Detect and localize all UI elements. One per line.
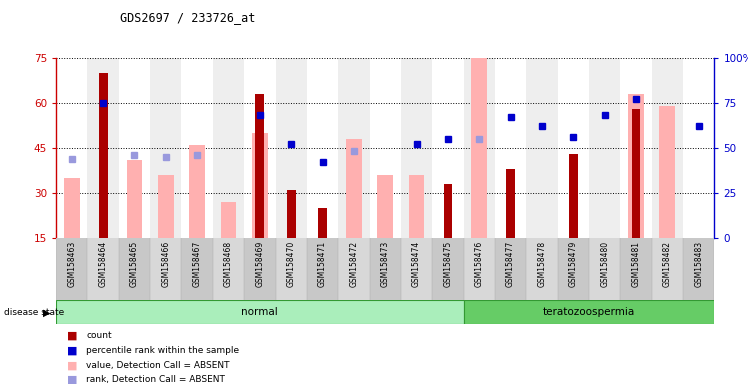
- Text: GSM158476: GSM158476: [475, 241, 484, 287]
- Bar: [620, 58, 652, 238]
- Bar: [589, 238, 620, 300]
- Bar: [338, 238, 370, 300]
- Bar: [527, 238, 557, 300]
- Bar: [88, 58, 119, 238]
- Bar: [213, 58, 244, 238]
- Bar: [506, 169, 515, 238]
- Text: disease state: disease state: [4, 308, 64, 318]
- Bar: [628, 94, 644, 238]
- Bar: [213, 238, 244, 300]
- Bar: [631, 109, 640, 238]
- Text: GSM158479: GSM158479: [568, 241, 577, 287]
- Text: GSM158468: GSM158468: [224, 241, 233, 287]
- Bar: [378, 175, 393, 238]
- Bar: [652, 238, 683, 300]
- Text: ■: ■: [67, 375, 78, 384]
- Bar: [370, 58, 401, 238]
- Bar: [652, 58, 683, 238]
- Bar: [401, 58, 432, 238]
- Bar: [569, 154, 577, 238]
- Bar: [150, 58, 182, 238]
- Text: GSM158470: GSM158470: [286, 241, 295, 287]
- Bar: [307, 238, 338, 300]
- Bar: [56, 300, 464, 324]
- Text: ▶: ▶: [43, 308, 51, 318]
- Text: GSM158472: GSM158472: [349, 241, 358, 287]
- Bar: [286, 190, 295, 238]
- Bar: [444, 184, 453, 238]
- Text: GSM158473: GSM158473: [381, 241, 390, 287]
- Bar: [307, 58, 338, 238]
- Text: GSM158483: GSM158483: [694, 241, 703, 287]
- Bar: [683, 58, 714, 238]
- Text: GSM158469: GSM158469: [255, 241, 264, 287]
- Text: GSM158471: GSM158471: [318, 241, 327, 287]
- Bar: [256, 94, 264, 238]
- Bar: [408, 175, 424, 238]
- Bar: [221, 202, 236, 238]
- Bar: [318, 208, 327, 238]
- Bar: [126, 160, 142, 238]
- Text: GSM158474: GSM158474: [412, 241, 421, 287]
- Text: ■: ■: [67, 360, 78, 370]
- Bar: [275, 238, 307, 300]
- Bar: [182, 58, 213, 238]
- Text: rank, Detection Call = ABSENT: rank, Detection Call = ABSENT: [86, 375, 225, 384]
- Bar: [64, 178, 79, 238]
- Bar: [660, 106, 675, 238]
- Text: GSM158475: GSM158475: [444, 241, 453, 287]
- Bar: [244, 58, 275, 238]
- Bar: [432, 58, 464, 238]
- Bar: [88, 238, 119, 300]
- Bar: [557, 238, 589, 300]
- Text: GSM158482: GSM158482: [663, 241, 672, 287]
- Bar: [495, 238, 527, 300]
- Text: GSM158466: GSM158466: [162, 241, 171, 287]
- Bar: [471, 58, 487, 238]
- Bar: [189, 145, 205, 238]
- Text: count: count: [86, 331, 111, 341]
- Text: GSM158464: GSM158464: [99, 241, 108, 287]
- Bar: [495, 58, 527, 238]
- Bar: [56, 238, 88, 300]
- Text: GSM158480: GSM158480: [600, 241, 609, 287]
- Bar: [119, 58, 150, 238]
- Bar: [464, 300, 714, 324]
- Text: GSM158465: GSM158465: [130, 241, 139, 287]
- Bar: [464, 58, 495, 238]
- Bar: [620, 238, 652, 300]
- Bar: [275, 58, 307, 238]
- Bar: [99, 73, 108, 238]
- Bar: [401, 238, 432, 300]
- Bar: [683, 238, 714, 300]
- Bar: [527, 58, 557, 238]
- Text: percentile rank within the sample: percentile rank within the sample: [86, 346, 239, 355]
- Bar: [557, 58, 589, 238]
- Bar: [589, 58, 620, 238]
- Text: GDS2697 / 233726_at: GDS2697 / 233726_at: [120, 12, 255, 25]
- Text: value, Detection Call = ABSENT: value, Detection Call = ABSENT: [86, 361, 230, 370]
- Text: normal: normal: [242, 307, 278, 317]
- Bar: [119, 238, 150, 300]
- Bar: [182, 238, 213, 300]
- Text: teratozoospermia: teratozoospermia: [543, 307, 635, 317]
- Bar: [432, 238, 464, 300]
- Bar: [464, 238, 495, 300]
- Bar: [338, 58, 370, 238]
- Text: GSM158467: GSM158467: [193, 241, 202, 287]
- Bar: [244, 238, 275, 300]
- Text: GSM158478: GSM158478: [538, 241, 547, 287]
- Text: ■: ■: [67, 331, 78, 341]
- Bar: [252, 133, 268, 238]
- Bar: [370, 238, 401, 300]
- Bar: [150, 238, 182, 300]
- Bar: [158, 175, 174, 238]
- Text: GSM158481: GSM158481: [631, 241, 640, 287]
- Bar: [56, 58, 88, 238]
- Text: GSM158463: GSM158463: [67, 241, 76, 287]
- Text: ■: ■: [67, 346, 78, 356]
- Bar: [346, 139, 362, 238]
- Text: GSM158477: GSM158477: [506, 241, 515, 287]
